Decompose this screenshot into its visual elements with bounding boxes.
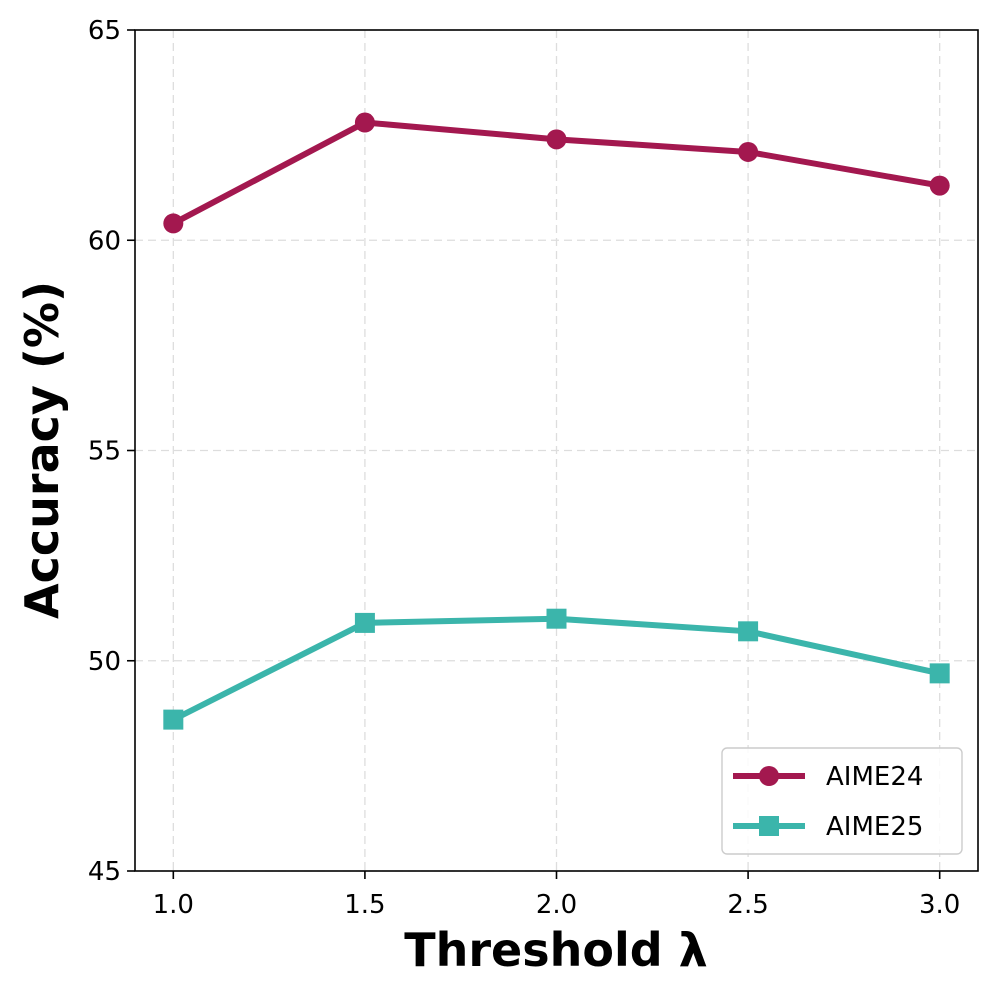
- x-axis: 1.0 1.5 2.0 2.5 3.0: [153, 871, 960, 920]
- series-aime24: [163, 112, 950, 234]
- data-point: [546, 129, 567, 150]
- series-layer: [163, 112, 950, 730]
- data-point: [354, 612, 375, 633]
- grid-lines: [135, 29, 978, 872]
- legend-label: AIME24: [826, 762, 923, 792]
- data-point: [738, 141, 759, 162]
- data-point: [929, 663, 950, 684]
- x-tick-label: 1.0: [153, 890, 194, 920]
- legend-marker: [759, 816, 779, 836]
- data-point: [546, 608, 567, 629]
- legend-item-aime24: AIME24: [733, 762, 923, 792]
- x-tick-label: 2.0: [536, 890, 577, 920]
- legend-label: AIME25: [826, 812, 923, 842]
- series-aime25: [163, 608, 950, 730]
- legend-item-aime25: AIME25: [733, 812, 923, 842]
- y-tick-label: 60: [88, 226, 121, 256]
- x-tick-label: 2.5: [727, 890, 768, 920]
- legend-marker: [759, 766, 779, 786]
- x-axis-label: Threshold λ: [404, 923, 708, 977]
- y-axis-label: Accuracy (%): [15, 281, 69, 619]
- x-tick-label: 1.5: [344, 890, 385, 920]
- y-axis: 45 50 55 60 65: [88, 16, 135, 887]
- y-tick-label: 65: [88, 16, 121, 46]
- data-point: [163, 213, 184, 234]
- y-tick-label: 55: [88, 437, 121, 467]
- data-point: [929, 175, 950, 196]
- y-tick-label: 50: [88, 647, 121, 677]
- legend: AIME24 AIME25: [721, 747, 963, 855]
- data-point: [354, 112, 375, 133]
- data-point: [163, 709, 184, 730]
- x-tick-label: 3.0: [919, 890, 960, 920]
- y-tick-label: 45: [88, 857, 121, 887]
- data-point: [738, 621, 759, 642]
